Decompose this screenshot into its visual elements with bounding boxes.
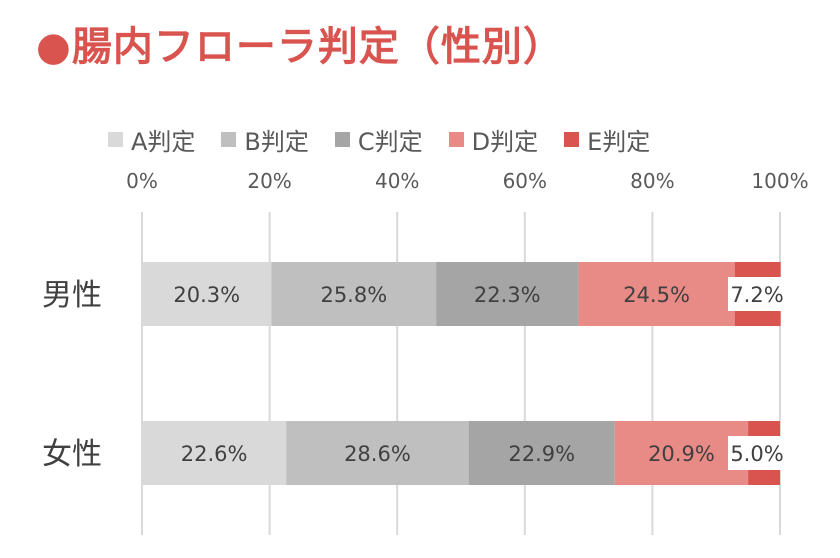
legend-label-c: C判定 xyxy=(357,128,423,156)
data-label: 28.6% xyxy=(344,442,411,466)
legend-label-b: B判定 xyxy=(244,128,309,156)
data-label-box xyxy=(728,277,786,311)
bar-segment xyxy=(142,421,287,485)
legend-item-b: B判定 xyxy=(221,122,309,157)
data-label: 20.3% xyxy=(173,283,240,307)
legend-swatch-e xyxy=(564,132,580,147)
data-label: 25.8% xyxy=(320,283,387,307)
legend-swatch-b xyxy=(221,132,237,147)
x-tick-label: 20% xyxy=(247,169,291,193)
category-label: 女性 xyxy=(42,437,102,472)
bar-segment xyxy=(614,421,749,485)
legend-swatch-d xyxy=(448,132,464,147)
data-label: 7.2% xyxy=(730,283,783,307)
x-tick-label: 0% xyxy=(126,169,158,193)
data-label: 20.9% xyxy=(648,442,715,466)
bar-segment xyxy=(436,262,579,326)
legend-item-a: A判定 xyxy=(108,122,195,157)
legend-item-c: C判定 xyxy=(334,122,423,157)
data-label: 24.5% xyxy=(623,283,690,307)
data-label: 22.9% xyxy=(508,442,575,466)
bar-segment xyxy=(271,262,437,326)
legend-item-d: D判定 xyxy=(448,122,539,157)
chart-title: ●腸内フローラ判定（性別） xyxy=(36,24,564,70)
legend-swatch-a xyxy=(108,132,123,147)
legend-item-e: E判定 xyxy=(564,122,650,157)
x-tick-label: 100% xyxy=(751,169,808,193)
bar-segment xyxy=(468,421,615,485)
bar-segment xyxy=(578,262,735,326)
legend-label-a: A判定 xyxy=(131,128,196,156)
bar-segment xyxy=(142,262,272,326)
data-label: 22.6% xyxy=(181,442,248,466)
bar-segment xyxy=(286,421,469,485)
legend-swatch-c xyxy=(334,132,350,147)
data-label-box xyxy=(728,436,786,470)
legend-label-d: D判定 xyxy=(471,128,539,156)
data-label: 5.0% xyxy=(730,442,783,466)
legend-label-e: E判定 xyxy=(587,128,651,156)
x-tick-label: 60% xyxy=(503,169,547,193)
x-tick-label: 40% xyxy=(375,169,419,193)
data-label: 22.3% xyxy=(474,283,541,307)
legend: A判定 B判定 C判定 D判定 E判定 xyxy=(108,122,650,157)
x-tick-label: 80% xyxy=(630,169,674,193)
category-label: 男性 xyxy=(42,278,102,313)
